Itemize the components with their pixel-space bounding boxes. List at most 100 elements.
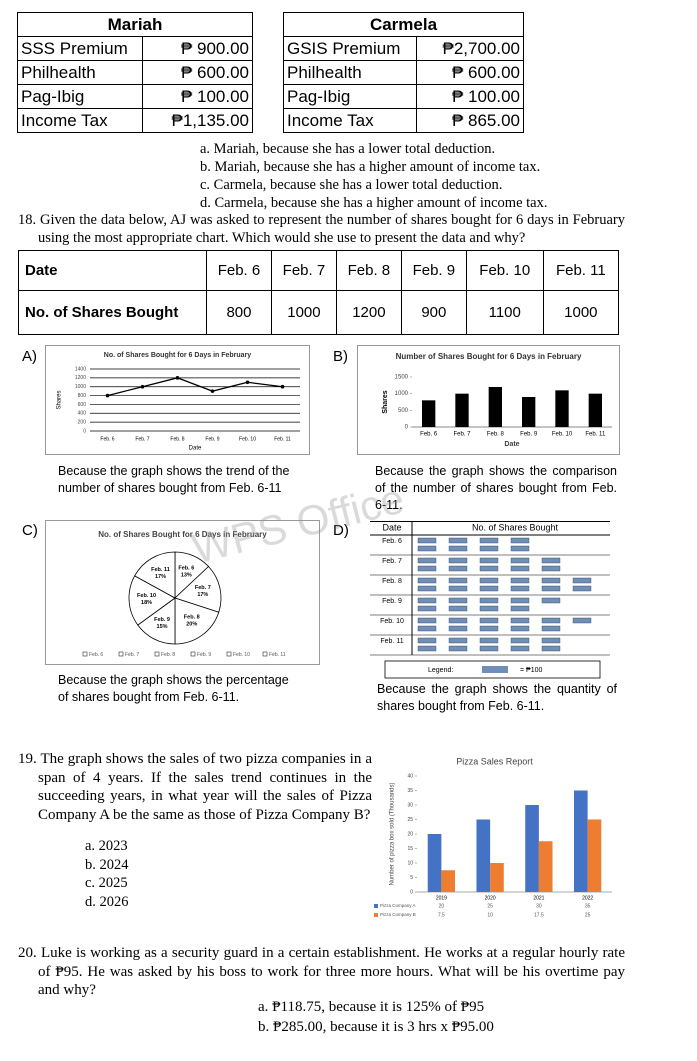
icon-group [417, 537, 530, 552]
legend-value: = ₱100 [520, 667, 542, 674]
data-point [245, 380, 250, 385]
row-label: Feb. 7 [382, 558, 402, 565]
pie-slice [128, 575, 176, 626]
bar [587, 819, 602, 892]
icon [510, 605, 530, 612]
chart: Date No. of Shares Bought Feb. 6 Feb. 7 Feb.… [370, 521, 610, 679]
item: Philhealth [282, 60, 418, 85]
item: Pag-Ibig [16, 84, 144, 109]
x-tick-label: 2019 [436, 895, 447, 901]
chart-title: Pizza Sales Report [456, 756, 533, 766]
y-tick-label: 0 [405, 425, 409, 431]
icon [510, 577, 530, 584]
q20-question: 20. Luke is working as a security guard … [18, 945, 625, 998]
y-tick-label: 400 [78, 411, 87, 417]
y-tick-label: 25 [407, 817, 413, 823]
option: c. 2025 [85, 875, 128, 891]
icon-group [417, 597, 561, 612]
icon [448, 577, 468, 584]
option: c. Carmela, because she has a lower tota… [200, 177, 503, 193]
row-label: Date [18, 250, 207, 291]
data-point [175, 376, 180, 380]
icon [510, 617, 530, 624]
x-tick-label: 2020 [485, 895, 496, 901]
legend-swatch [154, 651, 160, 657]
y-tick-label: 30 [407, 802, 413, 808]
choice-caption: Because the graph shows the trend of the… [58, 464, 290, 495]
amount: ₱ 865.00 [416, 108, 524, 133]
y-tick-label: 200 [78, 419, 87, 425]
data-point [280, 384, 285, 389]
icon [541, 625, 561, 632]
x-tick-label: Feb. 7 [453, 432, 471, 438]
legend-swatch [118, 651, 124, 657]
column-header: No. of Shares Bought [472, 522, 559, 532]
y-tick-label: 1200 [75, 375, 86, 381]
bar [555, 390, 569, 427]
slice-category: Feb. 10 [137, 593, 156, 599]
cell: 800 [206, 290, 272, 335]
item: Pag-Ibig [282, 84, 418, 109]
choice-letter: D) [333, 522, 349, 539]
bar [538, 841, 553, 892]
data-table-value: 35 [585, 903, 591, 909]
data-table-value: 20 [439, 903, 445, 909]
table-row: SSS Premium ₱ 900.00 [16, 36, 253, 61]
bar [455, 393, 469, 427]
legend-swatch [262, 651, 268, 657]
data-table-value: 7.5 [438, 912, 445, 918]
y-tick-label: 40 [407, 773, 413, 779]
data-table-value: 30 [536, 903, 542, 909]
y-tick-label: 500 [398, 408, 409, 414]
legend-label: Feb. 6 [89, 652, 103, 658]
option: d. 2026 [85, 893, 129, 910]
icon-group [417, 577, 592, 592]
row-label: No. of Shares Bought [18, 290, 207, 335]
table-title: Carmela [283, 12, 524, 37]
cell: 1000 [542, 290, 620, 335]
chart: No. of Shares Bought for 6 Days in Febru… [45, 345, 310, 455]
icon [510, 557, 530, 564]
x-tick-label: Feb. 6 [420, 432, 438, 438]
q18-table: Date Feb. 6 Feb. 7 Feb. 8 Feb. 9 Feb. 10 Feb. … [18, 250, 620, 335]
legend-label: Pizza Company A [380, 903, 416, 908]
choice-letter: A) [22, 348, 37, 365]
x-tick-label: Feb. 9 [520, 432, 538, 438]
y-tick-label: 1000 [75, 384, 86, 390]
icon [479, 557, 499, 564]
icon [541, 557, 561, 564]
option: a. Mariah, because she has a lower total… [200, 141, 496, 157]
table-row: Date Feb. 6 Feb. 7 Feb. 8 Feb. 9 Feb. 10 Feb. … [18, 250, 620, 291]
item: Income Tax [16, 108, 144, 133]
q18-question: 18. Given the data below, AJ was asked t… [18, 212, 625, 246]
table-row: No. of Shares Bought 800 1000 1200 900 1100 10… [18, 290, 620, 335]
icon [479, 565, 499, 572]
choice-letter: B) [333, 348, 348, 365]
bar [476, 819, 491, 892]
icon [448, 605, 468, 612]
amount: ₱1,135.00 [142, 108, 253, 133]
x-tick-label: 2022 [582, 895, 593, 901]
legend-swatch [190, 651, 196, 657]
item: Income Tax [282, 108, 418, 133]
chart-title: No. of Shares Bought for 6 Days in Febru… [104, 352, 252, 359]
y-tick-label: 20 [407, 831, 413, 837]
slice-label: 17% [155, 574, 166, 580]
icon [541, 637, 561, 644]
icon [510, 625, 530, 632]
icon [479, 577, 499, 584]
slice-label: 18% [141, 600, 152, 606]
icon [479, 605, 499, 612]
table-row: Income Tax ₱1,135.00 [16, 108, 253, 133]
icon [448, 585, 468, 592]
icon [510, 585, 530, 592]
x-axis-label: Date [189, 446, 202, 452]
icon [479, 637, 499, 644]
x-tick-label: Feb. 7 [135, 436, 149, 442]
icon [479, 597, 499, 604]
table-row: Income Tax ₱ 865.00 [282, 108, 524, 133]
slice-label: 20% [186, 622, 197, 628]
chart-frame [45, 520, 320, 665]
chart-title: Number of Shares Bought for 6 Days in Fe… [396, 352, 582, 361]
